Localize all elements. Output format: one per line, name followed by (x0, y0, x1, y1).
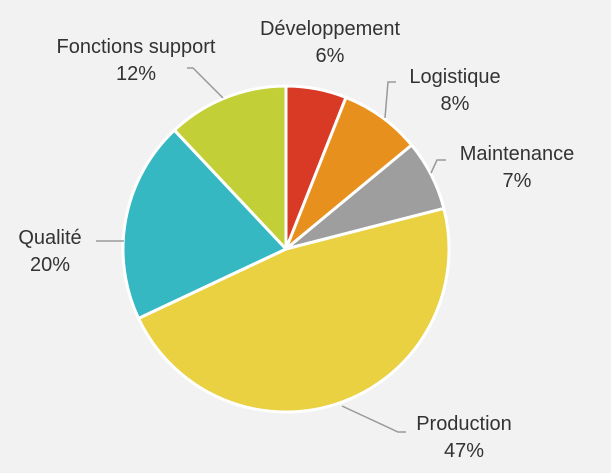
leader-line-production (341, 405, 406, 433)
pie-slice-fonctions-support (172, 84, 288, 251)
slice-value-logistique: 8% (441, 93, 470, 115)
leader-line-fonctions-support (187, 67, 224, 99)
slices-layer (121, 84, 451, 414)
slice-label-logistique: Logistique (409, 66, 500, 88)
slice-value-maintenance: 7% (503, 170, 532, 192)
labels-layer: Développement 6% Logistique 8% Maintenance 7%… (18, 18, 574, 462)
pie-slice-qualite (121, 128, 288, 320)
leader-lines-layer (96, 67, 446, 433)
slice-label-qualite: Qualité (18, 227, 81, 249)
slice-label-production: Production (416, 413, 512, 435)
leader-line-maintenance (430, 159, 446, 174)
pie-slice-production (137, 206, 451, 414)
slice-value-qualite: 20% (30, 254, 70, 276)
slice-label-maintenance: Maintenance (460, 143, 575, 165)
slice-value-production: 47% (444, 440, 484, 462)
slice-label-developpement: Développement (260, 18, 401, 40)
leader-line-logistique (384, 81, 396, 119)
slice-label-fonctions-support: Fonctions support (57, 36, 216, 58)
slice-value-developpement: 6% (316, 45, 345, 67)
slice-value-fonctions-support: 12% (116, 63, 156, 85)
